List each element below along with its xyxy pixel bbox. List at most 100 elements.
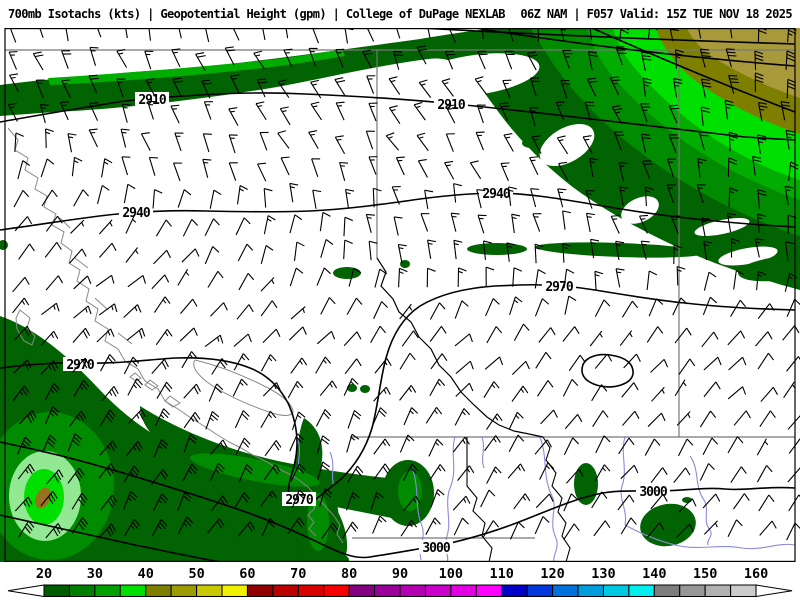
wind-barb <box>154 296 171 313</box>
wind-barb <box>385 132 399 151</box>
wind-barb <box>224 46 236 66</box>
wind-barb <box>173 162 183 182</box>
wind-barb <box>510 521 525 540</box>
colorbar-segment <box>221 584 248 597</box>
wind-barb <box>674 379 687 397</box>
wind-barb <box>429 302 446 320</box>
wind-barb <box>155 219 172 237</box>
wind-barb <box>345 188 355 209</box>
wind-barb <box>260 490 278 507</box>
wind-barb <box>290 306 306 320</box>
wind-barb <box>727 330 746 346</box>
wind-barb <box>391 186 401 205</box>
wind-barb <box>698 131 709 151</box>
colorbar-left-arrow <box>7 584 45 598</box>
wind-barb <box>589 330 603 347</box>
contour-label: 2970 <box>545 280 573 295</box>
wind-barb <box>619 186 629 206</box>
wind-barb <box>733 270 745 290</box>
wind-barb <box>647 412 666 427</box>
river <box>689 455 712 546</box>
wind-barb <box>672 78 683 98</box>
wind-barb <box>526 51 538 71</box>
wind-barb <box>511 213 521 234</box>
wind-barb <box>170 104 180 124</box>
wind-barb <box>100 494 118 511</box>
wind-barb <box>155 408 171 427</box>
wind-barb <box>236 185 248 205</box>
wind-barb <box>646 326 664 343</box>
colorbar-segment <box>170 584 198 597</box>
wind-barb <box>728 74 739 94</box>
wind-barb <box>177 516 194 535</box>
wind-barb <box>181 248 200 263</box>
wind-barb <box>733 410 751 426</box>
colorbar-tick-label: 30 <box>87 566 103 582</box>
wind-barb <box>373 301 389 319</box>
wind-barb <box>785 129 796 150</box>
wind-barb <box>41 302 60 316</box>
wind-barb <box>203 101 213 120</box>
wind-barb <box>372 407 388 426</box>
geography-layer <box>5 49 796 563</box>
wind-barb <box>474 76 487 95</box>
colorbar-segment <box>602 584 630 597</box>
wind-barb <box>668 104 680 124</box>
colorbar-segment <box>196 584 223 597</box>
wind-barb <box>71 517 89 534</box>
wind-barb <box>147 21 157 41</box>
wind-barb <box>316 435 330 455</box>
wind-barb <box>534 439 552 455</box>
wind-barb <box>457 465 475 481</box>
wind-barb <box>585 212 595 233</box>
wind-barb <box>425 517 441 535</box>
wind-barb <box>785 241 794 261</box>
wind-barb <box>483 520 500 538</box>
wind-barb <box>486 326 503 344</box>
wind-barb <box>89 102 100 121</box>
wind-barb <box>14 132 24 153</box>
wind-barb <box>290 357 308 374</box>
wind-barb <box>260 410 277 428</box>
wind-barb <box>71 492 88 510</box>
wind-barb <box>233 492 250 510</box>
map-border <box>4 28 796 562</box>
wind-barb <box>116 78 126 98</box>
wind-barb <box>128 409 146 424</box>
wind-barb <box>476 104 486 124</box>
wind-barb <box>399 385 417 401</box>
colorbar-tick-label: 80 <box>341 566 357 582</box>
wind-barb <box>319 380 338 396</box>
isotach-fill <box>535 242 705 258</box>
wind-barb <box>89 46 99 66</box>
wind-barb <box>151 274 170 290</box>
wind-barb <box>339 161 349 181</box>
wind-barb <box>334 77 346 96</box>
contour-label-bg <box>479 186 513 200</box>
colorbar-segment <box>577 584 604 597</box>
wind-barb <box>263 464 281 481</box>
wind-barb <box>316 330 336 345</box>
wind-barb <box>535 493 554 509</box>
wind-barb <box>429 326 447 342</box>
wind-barb <box>509 296 523 316</box>
wind-barb <box>210 462 225 481</box>
wind-barb <box>512 267 523 287</box>
wind-barb <box>96 328 115 343</box>
colorbar-segment <box>679 584 706 597</box>
wind-barb <box>320 239 334 258</box>
wind-barb <box>676 523 694 539</box>
isotach-fill <box>360 385 370 393</box>
wind-barb <box>613 131 625 151</box>
wind-barb <box>678 498 697 513</box>
wind-barb <box>757 189 767 209</box>
contour-label-bg <box>636 484 670 498</box>
wind-barb <box>615 268 625 288</box>
wind-barb <box>172 77 183 97</box>
wind-barb <box>399 434 415 453</box>
wind-barb <box>283 48 293 68</box>
wind-barb <box>373 386 391 402</box>
isotach-fill <box>650 28 800 98</box>
wind-barb <box>69 410 87 427</box>
wind-barb <box>88 74 99 94</box>
